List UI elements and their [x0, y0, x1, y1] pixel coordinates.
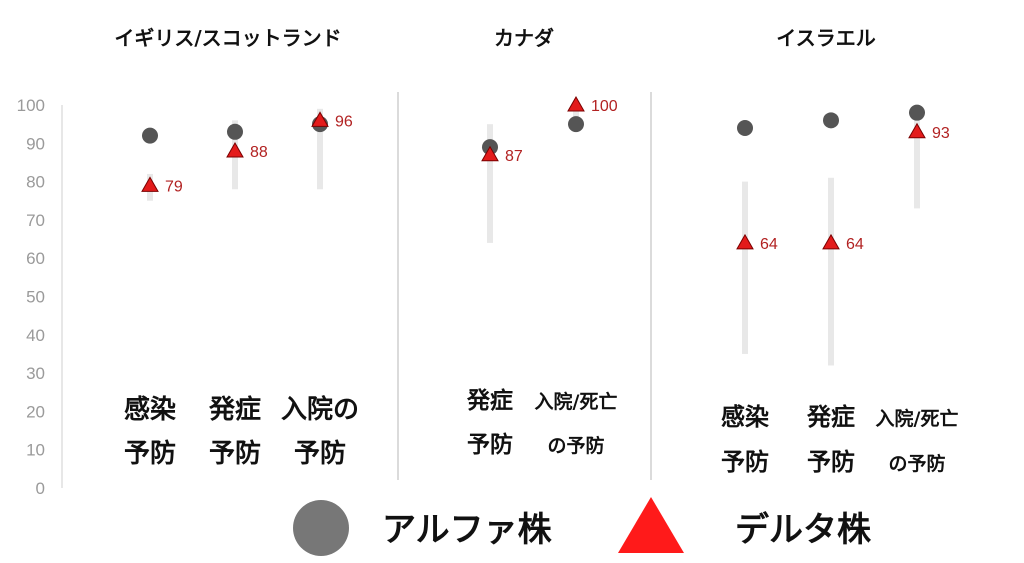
y-tick-label: 20: [26, 402, 45, 421]
delta-point: [736, 233, 754, 250]
ci-bar: [742, 181, 748, 354]
y-tick-label: 40: [26, 326, 45, 345]
category-label: 入院/死亡: [876, 407, 959, 430]
legend-alpha-marker: [293, 500, 349, 556]
y-tick-label: 0: [36, 479, 45, 498]
category-label: 予防: [294, 439, 346, 469]
delta-point: [226, 141, 244, 158]
delta-point: [311, 111, 329, 127]
delta-value-label: 93: [932, 125, 950, 142]
alpha-point: [142, 127, 158, 144]
category-label: 入院/死亡: [535, 390, 618, 413]
delta-value-label: 79: [165, 178, 183, 195]
category-label: 感染: [721, 403, 769, 431]
category-label: 予防: [807, 448, 855, 476]
delta-point: [481, 145, 499, 162]
legend-delta-marker: [618, 497, 684, 553]
delta-point: [822, 233, 840, 250]
delta-point: [141, 176, 159, 192]
y-tick-label: 80: [26, 173, 45, 192]
delta-value-label: 87: [505, 148, 523, 165]
category-label: 発症: [208, 394, 261, 425]
ci-bar: [487, 124, 493, 243]
delta-value-label: 88: [250, 144, 268, 161]
category-label: 発症: [466, 387, 513, 414]
y-tick-label: 50: [26, 288, 45, 307]
y-tick-label: 10: [26, 441, 45, 460]
category-label: 感染: [124, 395, 176, 425]
panel-title: イスラエル: [776, 26, 875, 50]
delta-value-label: 100: [591, 98, 618, 115]
legend-delta-label: デルタ株: [735, 510, 872, 550]
delta-value-label: 64: [760, 236, 778, 253]
delta-value-label: 96: [335, 113, 353, 130]
category-label: 予防: [209, 439, 261, 469]
category-label: 予防: [467, 431, 513, 458]
category-label: の予防: [888, 452, 945, 475]
category-label: 予防: [124, 439, 176, 469]
y-tick-label: 30: [26, 364, 45, 383]
legend-alpha-label: アルファ株: [382, 510, 553, 550]
alpha-point: [737, 119, 753, 136]
delta-point: [908, 122, 926, 139]
y-tick-label: 70: [26, 211, 45, 230]
delta-value-label: 64: [846, 236, 864, 253]
ci-bar: [317, 108, 323, 190]
panel-title: カナダ: [494, 26, 554, 50]
ci-bar: [914, 112, 920, 209]
category-label: 予防: [721, 448, 769, 476]
panel-title: イギリス/スコットランド: [114, 26, 341, 50]
alpha-point: [227, 123, 243, 140]
y-tick-label: 100: [17, 96, 45, 115]
category-label: の予防: [547, 434, 604, 457]
y-tick-label: 60: [26, 249, 45, 268]
y-tick-label: 90: [26, 134, 45, 153]
category-label: 発症: [806, 403, 855, 431]
alpha-point: [568, 116, 584, 133]
alpha-point: [823, 112, 839, 129]
alpha-point: [909, 104, 925, 121]
category-label: 入院の: [281, 394, 359, 425]
ci-bar: [828, 177, 834, 366]
delta-point: [567, 95, 585, 112]
